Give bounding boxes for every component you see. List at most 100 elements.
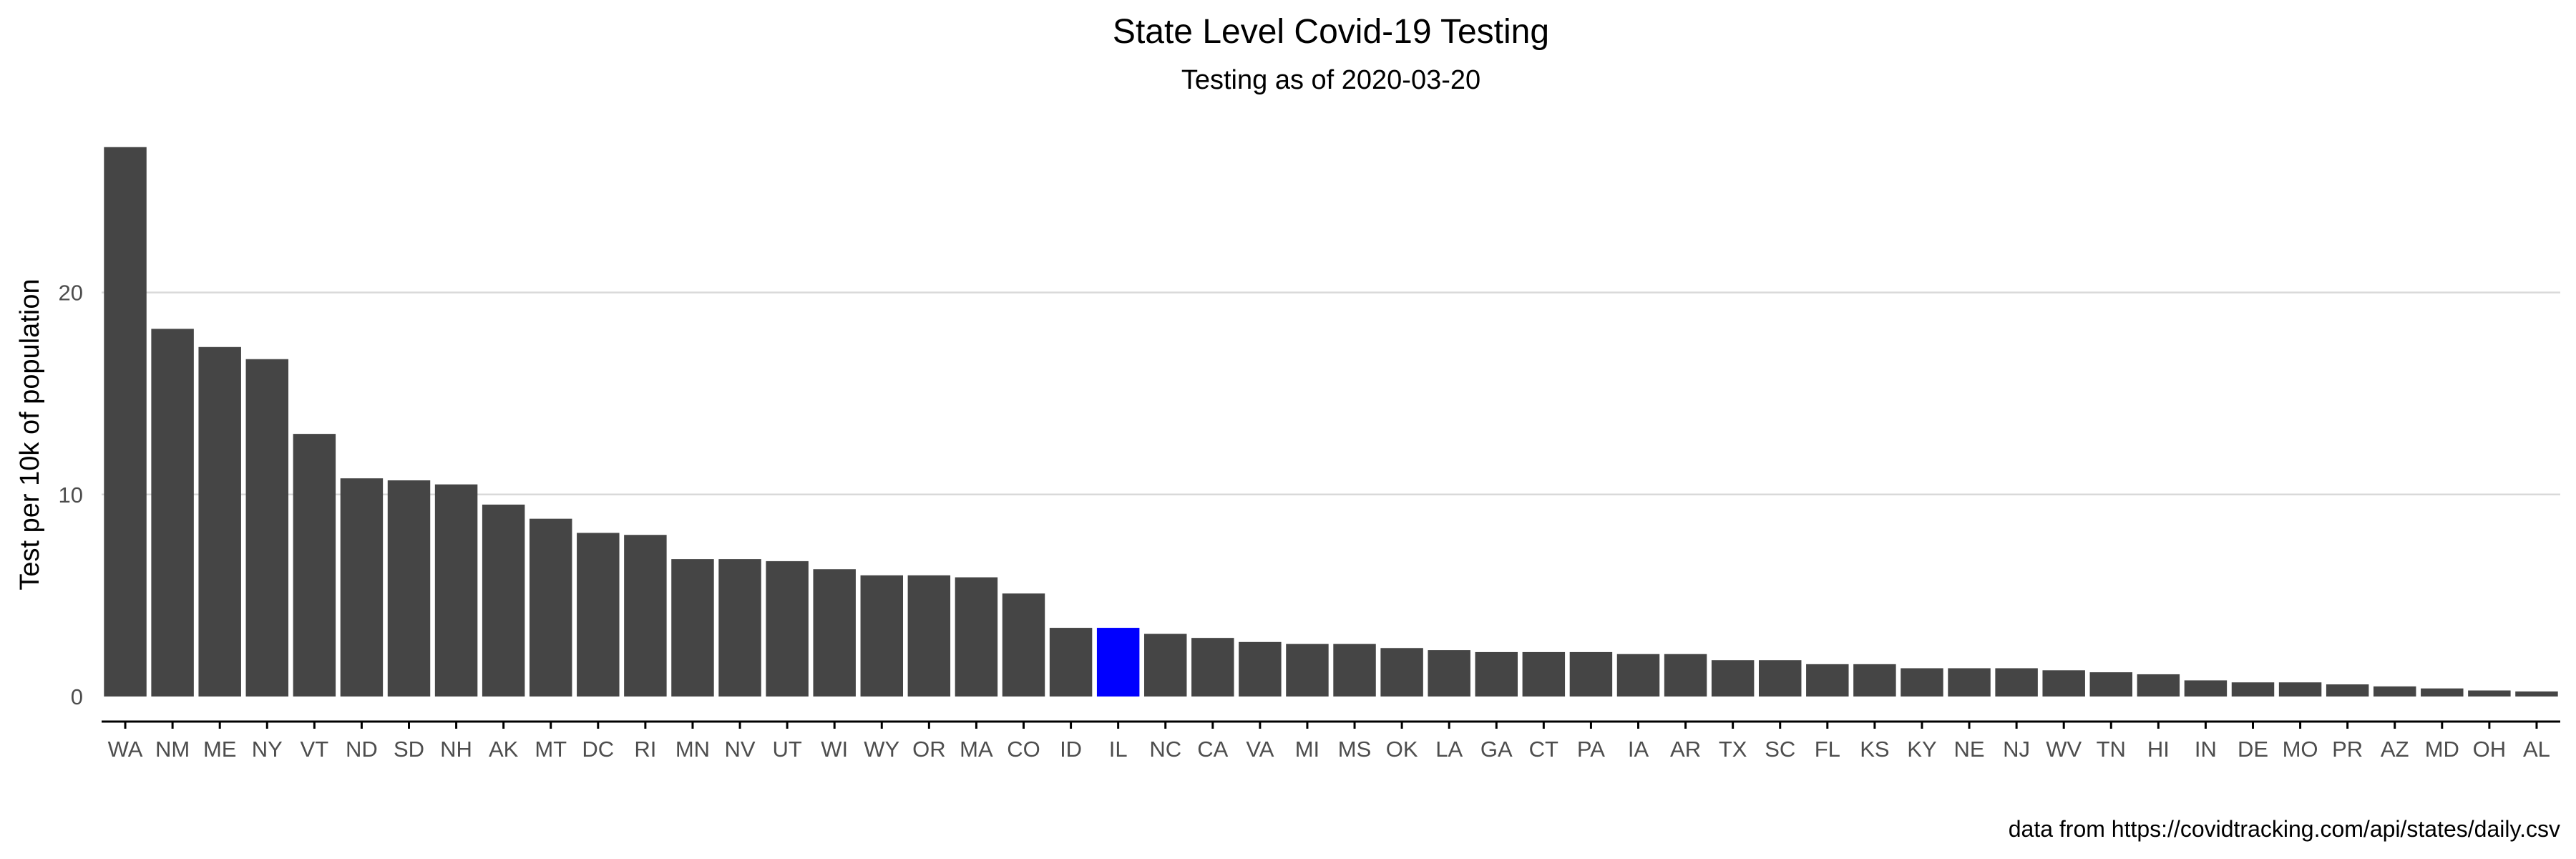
bar-al bbox=[2515, 691, 2558, 697]
x-tick-label: CO bbox=[1007, 737, 1040, 762]
bar-ri bbox=[624, 535, 667, 697]
x-tick-label: CT bbox=[1529, 737, 1558, 762]
bar-tn bbox=[2089, 672, 2133, 697]
bar-mt bbox=[529, 518, 572, 697]
x-tick-label: MT bbox=[535, 737, 567, 762]
bar-in bbox=[2184, 680, 2228, 697]
bar-ia bbox=[1616, 654, 1660, 697]
bar-la bbox=[1428, 650, 1470, 697]
bar-ny bbox=[245, 359, 289, 697]
x-tick-label: NV bbox=[724, 737, 755, 762]
bar-dc bbox=[577, 533, 620, 697]
x-tick-label: VA bbox=[1246, 737, 1274, 762]
y-tick-label: 0 bbox=[71, 684, 83, 709]
grid-lines bbox=[102, 291, 2560, 496]
bar-nv bbox=[718, 559, 761, 697]
y-axis-label: Test per 10k of population bbox=[15, 278, 45, 590]
x-tick-label: DE bbox=[2238, 737, 2268, 762]
bar-mn bbox=[671, 559, 714, 697]
bar-nc bbox=[1143, 634, 1187, 697]
bar-nd bbox=[340, 478, 384, 697]
bar-sd bbox=[387, 480, 431, 697]
bar-ar bbox=[1664, 654, 1707, 697]
x-tick-label: ND bbox=[346, 737, 378, 762]
x-tick-label: NH bbox=[440, 737, 472, 762]
bar-ne bbox=[1948, 668, 1991, 697]
x-tick-label: WY bbox=[864, 737, 899, 762]
bar-nj bbox=[1995, 668, 2038, 697]
bar-vt bbox=[293, 434, 336, 697]
x-tick-label: MN bbox=[675, 737, 710, 762]
x-tick-label: IA bbox=[1628, 737, 1649, 762]
bar-ma bbox=[955, 577, 998, 697]
bar-ca bbox=[1191, 638, 1234, 697]
bar-ms bbox=[1333, 644, 1376, 697]
x-tick-label: MA bbox=[960, 737, 993, 762]
x-axis: WA NM ME NY VT ND SD NH AK MT DC RI MN NV UT WI WY OR MA CO… bbox=[102, 720, 2560, 762]
bar-sc bbox=[1758, 660, 1802, 697]
x-tick-label: AZ bbox=[2381, 737, 2409, 762]
bar-or bbox=[907, 575, 951, 697]
x-tick-label: HI bbox=[2147, 737, 2170, 762]
x-tick-label: NY bbox=[252, 737, 283, 762]
bar-mo bbox=[2278, 682, 2322, 697]
bar-ok bbox=[1380, 648, 1423, 697]
x-tick-label: NE bbox=[1953, 737, 1984, 762]
x-tick-label: DC bbox=[582, 737, 614, 762]
x-tick-label: TX bbox=[1719, 737, 1747, 762]
x-tick-label: OR bbox=[912, 737, 946, 762]
x-tick-label: WV bbox=[2046, 737, 2082, 762]
bars bbox=[104, 147, 2558, 697]
x-tick-label: PA bbox=[1577, 737, 1605, 762]
x-tick-label: AR bbox=[1670, 737, 1701, 762]
bar-de bbox=[2231, 682, 2275, 697]
y-tick-label: 10 bbox=[59, 482, 83, 508]
x-tick-label: ID bbox=[1060, 737, 1082, 762]
bar-fl bbox=[1806, 664, 1849, 697]
y-tick-label: 20 bbox=[59, 281, 83, 306]
bar-va bbox=[1239, 641, 1282, 697]
x-tick-label: SC bbox=[1765, 737, 1795, 762]
bar-wi bbox=[813, 569, 856, 697]
x-tick-label: TN bbox=[2097, 737, 2126, 762]
x-tick-label: OK bbox=[1386, 737, 1418, 762]
bar-id bbox=[1049, 628, 1093, 697]
bar-ks bbox=[1853, 664, 1896, 697]
bar-hi bbox=[2137, 674, 2180, 697]
bar-wy bbox=[860, 575, 904, 697]
bar-wa bbox=[104, 147, 147, 697]
x-tick-label: RI bbox=[634, 737, 656, 762]
x-tick-label: NM bbox=[155, 737, 190, 762]
bar-pa bbox=[1569, 651, 1613, 697]
x-tick-label: MI bbox=[1295, 737, 1319, 762]
y-axis: 0 10 20 bbox=[59, 281, 83, 709]
x-tick-label: FL bbox=[1815, 737, 1840, 762]
bar-wv bbox=[2042, 670, 2085, 697]
bar-ga bbox=[1475, 651, 1518, 697]
x-tick-label: IN bbox=[2195, 737, 2217, 762]
x-tick-label: WA bbox=[108, 737, 143, 762]
x-tick-label: VT bbox=[301, 737, 329, 762]
x-tick-label: WI bbox=[821, 737, 848, 762]
x-tick-label: GA bbox=[1480, 737, 1513, 762]
x-tick-label: OH bbox=[2473, 737, 2507, 762]
x-tick-label: SD bbox=[394, 737, 424, 762]
x-tick-label: KY bbox=[1907, 737, 1936, 762]
bar-ut bbox=[766, 560, 809, 697]
x-tick-label: MD bbox=[2425, 737, 2459, 762]
x-tick-label: IL bbox=[1109, 737, 1128, 762]
x-tick-label: ME bbox=[203, 737, 237, 762]
bar-me bbox=[198, 346, 241, 697]
bar-il bbox=[1096, 628, 1140, 697]
x-tick-label: CA bbox=[1197, 737, 1228, 762]
x-tick-label: NC bbox=[1149, 737, 1181, 762]
bar-oh bbox=[2468, 690, 2511, 697]
x-tick-label: PR bbox=[2332, 737, 2363, 762]
bar-co bbox=[1002, 593, 1045, 697]
bar-mi bbox=[1286, 644, 1329, 697]
x-tick-label: AK bbox=[489, 737, 519, 762]
x-tick-label: UT bbox=[772, 737, 801, 762]
x-tick-label: MO bbox=[2283, 737, 2318, 762]
x-tick-label: AL bbox=[2523, 737, 2550, 762]
